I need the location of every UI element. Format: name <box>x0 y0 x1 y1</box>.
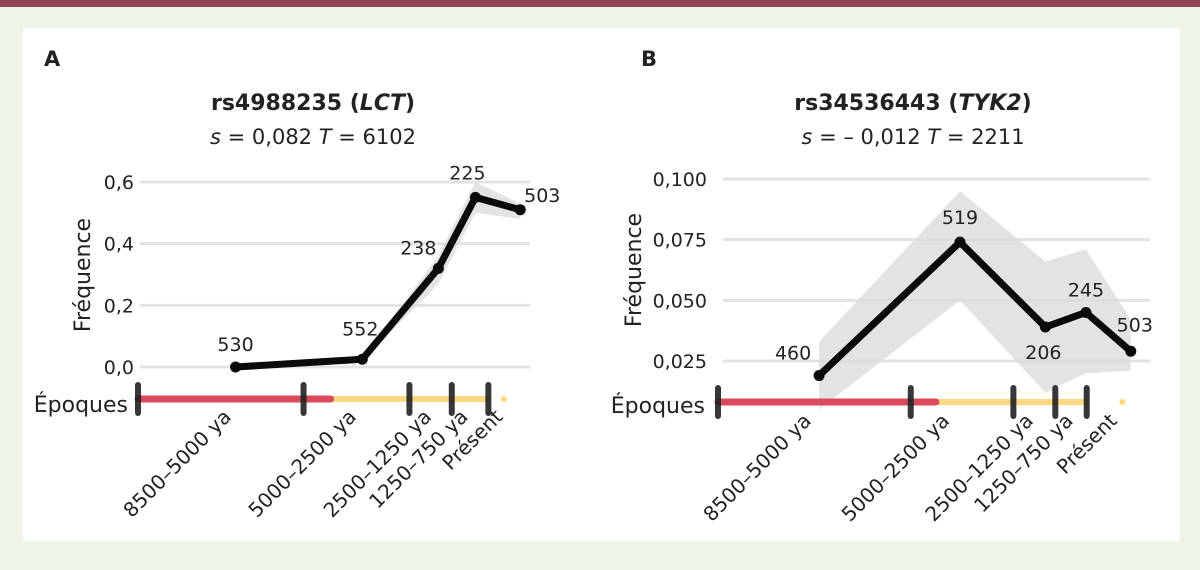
data-point <box>356 353 368 365</box>
sample-size-label: 552 <box>342 318 378 340</box>
chart-b-title-gene: TYK2 <box>958 91 1021 116</box>
y-tick-label: 0,075 <box>653 230 707 252</box>
frequency-line <box>232 193 524 371</box>
chart-b-ylabel: Fréquence <box>622 213 647 327</box>
chart-a-title-snp: rs4988235 <box>211 91 342 116</box>
chart-b: B rs34536443 (TYK2) s = – 0,012 T = 2211… <box>611 47 1153 526</box>
data-point <box>230 361 242 373</box>
timeline-present-dot <box>500 396 507 402</box>
chart-b-xlabel: Époques <box>611 393 705 419</box>
y-tick-label: 0,6 <box>104 172 134 194</box>
chart-a-title-gene: LCT <box>360 91 407 116</box>
data-point <box>1039 321 1051 333</box>
y-tick-label: 0,2 <box>104 295 134 317</box>
sample-size-label: 206 <box>1025 342 1061 364</box>
y-tick-label: 0,025 <box>653 351 707 373</box>
y-tick-label: 0,050 <box>653 290 707 312</box>
confidence-band <box>819 191 1131 410</box>
sample-size-label: 530 <box>217 334 253 356</box>
data-point <box>469 191 481 203</box>
data-point <box>1125 345 1137 357</box>
x-category-label: 8500–5000 ya <box>698 409 816 527</box>
top-border-bar <box>0 0 1200 7</box>
data-point <box>813 370 825 382</box>
sample-size-label: 503 <box>524 185 560 207</box>
sample-size-label: 519 <box>942 207 978 229</box>
y-tick-label: 0,0 <box>104 357 134 379</box>
data-point <box>432 262 444 274</box>
sample-size-label: 238 <box>400 237 436 259</box>
chart-a-subtitle: s = 0,082 T = 6102 <box>210 125 416 149</box>
sample-size-label: 225 <box>449 162 485 184</box>
panel-letter-b: B <box>641 47 657 71</box>
panel-letter-a: A <box>44 47 61 71</box>
sample-size-label: 245 <box>1068 279 1104 301</box>
y-tick-label: 0,4 <box>104 234 134 256</box>
sample-size-label: 503 <box>1117 314 1153 336</box>
chart-a-title: rs4988235 (LCT) <box>211 91 415 116</box>
data-point <box>1080 306 1092 318</box>
data-point <box>954 236 966 248</box>
timeline-present-dot <box>1119 399 1126 405</box>
chart-b-title: rs34536443 (TYK2) <box>794 91 1031 116</box>
y-tick-label: 0,100 <box>653 169 707 191</box>
chart-a-xlabel: Époques <box>34 392 128 418</box>
chart-b-subtitle: s = – 0,012 T = 2211 <box>801 125 1024 149</box>
x-category-label: 8500–5000 ya <box>118 405 236 523</box>
data-point <box>514 204 526 216</box>
chart-a: A rs4988235 (LCT) s = 0,082 T = 6102 Fré… <box>34 47 561 522</box>
chart-b-title-snp: rs34536443 <box>794 91 940 116</box>
chart-a-ylabel: Fréquence <box>71 218 96 332</box>
sample-size-label: 460 <box>775 343 811 365</box>
